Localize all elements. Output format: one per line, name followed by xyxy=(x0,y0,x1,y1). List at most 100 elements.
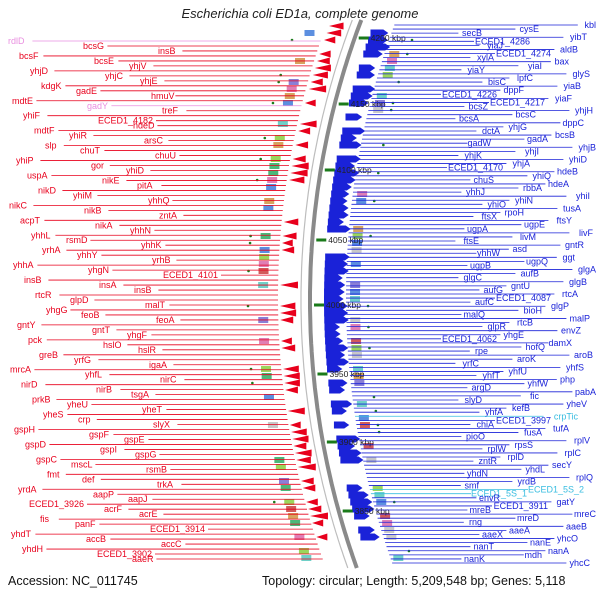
forward-gene-arrow xyxy=(333,421,350,429)
cog-block-left xyxy=(275,464,286,470)
right-gene-label: yhjI xyxy=(525,146,539,156)
right-gene-label: aaeX xyxy=(482,529,503,539)
reverse-gene-arrow xyxy=(326,29,342,37)
right-gene-label: crpTic xyxy=(554,411,579,421)
right-gene-label: envR xyxy=(479,493,501,503)
cog-block-left xyxy=(258,268,269,274)
track-dot xyxy=(376,171,380,175)
left-gene-label: yhjV xyxy=(129,61,147,71)
right-gene-label: ECED1_4226 xyxy=(442,89,497,99)
right-gene-label: glgP xyxy=(551,301,569,311)
cog-block-left xyxy=(267,177,278,183)
left-gene-label: yhiR xyxy=(69,131,88,141)
forward-gene-arrow xyxy=(360,533,380,541)
left-gene-label: pitA xyxy=(137,180,153,190)
right-gene-label: aaeB xyxy=(566,521,587,531)
left-gene-label: gor xyxy=(91,161,104,171)
left-gene-label: yhjD xyxy=(30,66,49,76)
cog-block-left xyxy=(286,86,297,92)
left-gene-label: yhgF xyxy=(127,330,148,340)
reverse-gene-arrow xyxy=(297,463,316,471)
reverse-gene-arrow xyxy=(283,365,299,373)
ruler-tick xyxy=(314,303,325,307)
track-dot xyxy=(405,52,409,56)
cog-block-left xyxy=(294,534,305,540)
cog-block-right xyxy=(373,107,384,113)
right-gene-label: yiaY xyxy=(467,65,485,75)
right-gene-label: yheV xyxy=(566,399,587,409)
left-gene-label: bcsE xyxy=(94,56,114,66)
left-gene-label: yhhK xyxy=(141,240,162,250)
right-gene-label: aufC xyxy=(475,297,495,307)
right-gene-label: bcsB xyxy=(555,130,575,140)
cog-block-right xyxy=(380,513,391,519)
right-gene-label: rplV xyxy=(574,436,590,446)
forward-gene-arrow xyxy=(336,435,361,443)
forward-gene-arrow xyxy=(324,309,349,317)
right-gene-label: gadA xyxy=(527,134,548,144)
forward-gene-arrow xyxy=(368,36,388,44)
right-gene-label: yibT xyxy=(570,32,588,42)
left-gene-label: accC xyxy=(161,539,182,549)
cog-block-right xyxy=(359,422,370,428)
forward-gene-arrow xyxy=(325,337,344,345)
reverse-gene-arrow xyxy=(285,386,298,394)
ruler-label: 3850 kbp xyxy=(355,506,390,516)
left-gene-label: yheU xyxy=(67,400,88,410)
left-gene-label: yhjC xyxy=(105,71,124,81)
reverse-gene-arrow xyxy=(296,456,311,464)
cog-block-right xyxy=(393,555,404,561)
left-gene-label: greB xyxy=(39,350,58,360)
cog-block-right xyxy=(366,457,377,463)
forward-gene-arrow xyxy=(331,190,350,198)
left-gene-label: ECED1_3902 xyxy=(97,549,152,559)
forward-gene-arrow xyxy=(356,71,375,79)
genome-summary: Topology: circular; Length: 5,209,548 bp… xyxy=(262,574,566,588)
left-gene-label: nikC xyxy=(9,200,28,210)
left-gene-label: feoA xyxy=(156,315,175,325)
forward-gene-arrow xyxy=(354,512,370,520)
left-gene-label: rsmB xyxy=(146,464,167,474)
left-gene-label: yhdT xyxy=(11,529,32,539)
cog-block-right xyxy=(350,289,361,295)
cog-block-left xyxy=(270,156,281,162)
right-gene-label: secY xyxy=(552,460,572,470)
cog-block-right xyxy=(352,233,363,239)
forward-gene-arrow xyxy=(327,218,344,226)
left-gene-label: yhiP xyxy=(16,156,34,166)
right-gene-label: rng xyxy=(469,517,482,527)
ruler-tick xyxy=(338,102,349,106)
right-gene-label: cysE xyxy=(519,24,539,34)
left-gene-label: gadE xyxy=(76,86,97,96)
right-gene-label: livM xyxy=(520,232,536,242)
right-gene-label: glpR xyxy=(487,322,506,332)
right-gene-label: gntU xyxy=(511,281,530,291)
ruler-tick xyxy=(326,440,337,444)
left-gene-label: ECED1_4182 xyxy=(98,116,153,126)
right-gene-label: yrfC xyxy=(463,358,480,368)
forward-gene-arrow xyxy=(325,253,350,261)
right-gene-label: rplD xyxy=(507,452,524,462)
forward-gene-arrow xyxy=(358,526,375,534)
forward-gene-arrow xyxy=(370,29,389,37)
cog-block-right xyxy=(357,191,368,197)
right-gene-label: smf xyxy=(465,481,480,491)
cog-block-left xyxy=(268,170,279,176)
left-gene-label: chuU xyxy=(155,151,176,161)
left-gene-label: ECED1_4101 xyxy=(163,270,218,280)
left-gene-label: yhiF xyxy=(23,111,41,121)
forward-gene-arrow xyxy=(324,323,341,331)
right-gene-label: yhhJ xyxy=(466,187,485,197)
right-gene-label: aufG xyxy=(483,285,503,295)
left-gene-label: igaA xyxy=(149,360,167,370)
right-gene-label: pioO xyxy=(466,432,485,442)
left-gene-label: nikB xyxy=(84,205,102,215)
cog-block-right xyxy=(353,373,364,379)
cog-block-right xyxy=(350,317,361,323)
cog-block-right xyxy=(386,534,397,540)
left-gene-label: yhiD xyxy=(126,166,145,176)
ruler-label: 4150 kbp xyxy=(351,99,386,109)
reverse-gene-arrow xyxy=(329,22,344,30)
reverse-gene-arrow xyxy=(283,218,299,226)
right-gene-label: rplC xyxy=(564,448,581,458)
